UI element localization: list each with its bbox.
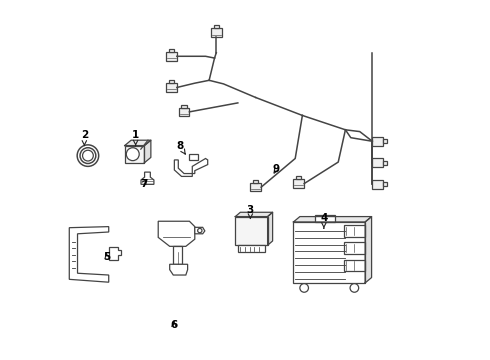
Circle shape [300, 284, 309, 292]
Bar [315, 215, 335, 222]
Polygon shape [141, 172, 154, 184]
Polygon shape [124, 140, 151, 145]
Bar [372, 137, 383, 145]
Text: 8: 8 [176, 141, 185, 154]
Bar [124, 145, 145, 163]
Bar [343, 260, 365, 271]
Bar [294, 179, 304, 188]
Bar [253, 180, 258, 183]
Polygon shape [158, 221, 195, 246]
Bar [169, 49, 174, 52]
Bar [189, 154, 197, 160]
Text: 6: 6 [171, 320, 177, 330]
Text: 2: 2 [81, 130, 88, 146]
Polygon shape [365, 217, 371, 283]
Polygon shape [268, 212, 272, 245]
Circle shape [197, 228, 202, 233]
Bar [250, 183, 261, 192]
Bar [235, 217, 268, 245]
Polygon shape [69, 226, 109, 282]
Bar [343, 225, 365, 237]
Polygon shape [145, 140, 151, 163]
Bar [294, 222, 365, 283]
Text: 3: 3 [247, 206, 254, 219]
Polygon shape [192, 158, 208, 174]
Text: 9: 9 [273, 164, 280, 174]
Text: 7: 7 [140, 179, 147, 189]
Bar [181, 104, 187, 108]
Circle shape [82, 150, 93, 161]
Bar [343, 242, 365, 254]
Bar [166, 83, 177, 92]
Polygon shape [294, 217, 371, 222]
Bar [214, 25, 219, 28]
Polygon shape [174, 160, 192, 176]
Circle shape [126, 148, 139, 161]
Bar [372, 180, 383, 189]
Bar [383, 161, 387, 165]
Bar [383, 182, 387, 186]
Text: 5: 5 [103, 252, 111, 262]
Bar [372, 158, 383, 167]
Bar [296, 176, 301, 179]
Bar [211, 28, 221, 37]
Circle shape [80, 148, 96, 163]
Bar [383, 139, 387, 143]
Bar [179, 108, 190, 116]
Bar [238, 245, 265, 252]
Polygon shape [109, 247, 121, 260]
Polygon shape [173, 246, 182, 264]
Bar [169, 80, 174, 83]
Bar [166, 52, 177, 60]
Text: 4: 4 [320, 213, 328, 228]
Circle shape [350, 284, 359, 292]
Text: 1: 1 [132, 130, 139, 146]
Polygon shape [195, 227, 205, 234]
Polygon shape [170, 264, 188, 275]
Circle shape [77, 145, 98, 166]
Polygon shape [235, 212, 272, 217]
